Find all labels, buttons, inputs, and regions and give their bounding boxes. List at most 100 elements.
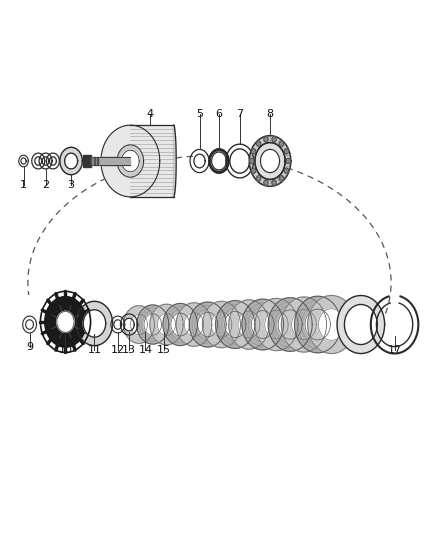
Circle shape — [286, 158, 290, 164]
Text: 3: 3 — [67, 180, 74, 190]
Polygon shape — [194, 154, 205, 168]
Polygon shape — [57, 311, 74, 333]
Text: 13: 13 — [122, 345, 136, 355]
Circle shape — [284, 149, 289, 154]
Circle shape — [257, 141, 261, 147]
Text: 6: 6 — [215, 109, 223, 118]
Text: 10: 10 — [59, 345, 72, 355]
Polygon shape — [117, 157, 120, 165]
Text: 2: 2 — [42, 180, 49, 190]
Polygon shape — [109, 157, 112, 165]
Text: 1: 1 — [20, 180, 27, 190]
Polygon shape — [144, 314, 162, 335]
Polygon shape — [184, 313, 204, 336]
Polygon shape — [255, 142, 285, 180]
Polygon shape — [97, 157, 101, 165]
Polygon shape — [117, 145, 144, 177]
Polygon shape — [278, 310, 302, 339]
Polygon shape — [124, 318, 134, 331]
Circle shape — [279, 176, 283, 181]
Polygon shape — [265, 310, 288, 339]
Polygon shape — [292, 310, 316, 340]
Polygon shape — [212, 152, 226, 170]
Polygon shape — [101, 125, 160, 197]
Polygon shape — [114, 320, 122, 329]
Polygon shape — [198, 312, 218, 337]
Polygon shape — [94, 157, 98, 165]
Circle shape — [251, 168, 256, 173]
Circle shape — [250, 158, 254, 164]
Polygon shape — [150, 304, 183, 345]
Polygon shape — [65, 153, 78, 169]
Polygon shape — [202, 301, 240, 348]
Circle shape — [284, 168, 289, 173]
Circle shape — [257, 176, 261, 181]
Text: 11: 11 — [88, 345, 102, 355]
Text: 12: 12 — [111, 345, 125, 355]
Polygon shape — [92, 157, 95, 165]
Polygon shape — [238, 311, 260, 338]
Circle shape — [264, 137, 268, 142]
Polygon shape — [305, 309, 330, 340]
Polygon shape — [215, 301, 255, 349]
Circle shape — [251, 149, 256, 154]
Polygon shape — [163, 303, 198, 345]
Text: 7: 7 — [236, 109, 244, 118]
Text: 5: 5 — [196, 109, 203, 118]
Polygon shape — [229, 300, 269, 349]
Polygon shape — [157, 313, 176, 336]
Polygon shape — [76, 301, 113, 345]
Polygon shape — [124, 305, 155, 343]
Circle shape — [272, 180, 276, 185]
Polygon shape — [173, 125, 176, 197]
Text: 9: 9 — [26, 342, 33, 352]
Circle shape — [279, 141, 283, 147]
Polygon shape — [230, 149, 250, 173]
Text: 4: 4 — [146, 109, 153, 118]
Polygon shape — [176, 303, 212, 346]
Text: 16: 16 — [354, 345, 368, 355]
Polygon shape — [106, 157, 109, 165]
Polygon shape — [103, 157, 106, 165]
Text: 17: 17 — [388, 345, 402, 355]
Polygon shape — [83, 156, 91, 166]
Text: 8: 8 — [266, 109, 274, 118]
Polygon shape — [211, 312, 232, 337]
Polygon shape — [251, 311, 274, 338]
Circle shape — [264, 180, 268, 185]
Polygon shape — [114, 157, 117, 165]
Polygon shape — [35, 157, 42, 165]
Polygon shape — [83, 310, 106, 337]
Polygon shape — [100, 157, 131, 165]
Polygon shape — [255, 298, 298, 351]
Polygon shape — [281, 297, 327, 352]
Polygon shape — [117, 145, 144, 177]
Polygon shape — [111, 157, 115, 165]
Polygon shape — [242, 299, 283, 350]
Polygon shape — [294, 296, 341, 353]
Polygon shape — [261, 149, 279, 173]
Polygon shape — [121, 150, 139, 172]
Polygon shape — [344, 304, 377, 344]
Polygon shape — [249, 136, 291, 187]
Polygon shape — [45, 296, 86, 347]
Polygon shape — [337, 295, 385, 353]
Polygon shape — [225, 311, 246, 337]
Polygon shape — [131, 314, 148, 335]
Polygon shape — [171, 313, 190, 336]
Polygon shape — [261, 149, 279, 173]
Text: 14: 14 — [138, 345, 152, 355]
Polygon shape — [189, 302, 226, 347]
Polygon shape — [131, 125, 173, 197]
Polygon shape — [268, 298, 312, 351]
Polygon shape — [100, 157, 103, 165]
Polygon shape — [26, 320, 33, 329]
Circle shape — [272, 137, 276, 142]
Text: 15: 15 — [157, 345, 171, 355]
Polygon shape — [307, 295, 355, 353]
Polygon shape — [209, 149, 229, 173]
Polygon shape — [42, 157, 49, 165]
Polygon shape — [255, 142, 285, 180]
Polygon shape — [318, 309, 344, 341]
Polygon shape — [49, 157, 57, 165]
